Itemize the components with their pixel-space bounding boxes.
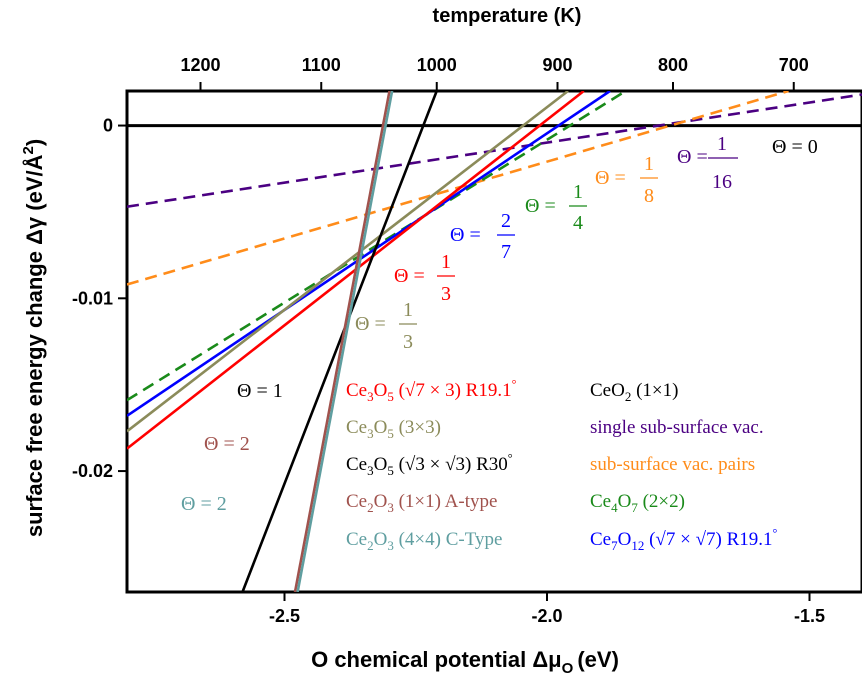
top-axis-title: temperature (K)	[433, 5, 582, 27]
series-layer	[127, 91, 862, 592]
annotation-theta-0: Θ = 0	[772, 136, 818, 158]
annotation-theta-1-16: Θ =	[677, 146, 708, 168]
annotation-theta-1-4-num: 1	[573, 181, 583, 203]
top-tick-label: 1100	[302, 55, 341, 75]
top-tick-label: 800	[658, 55, 688, 75]
annotation-theta-2-7-num: 2	[501, 210, 511, 232]
series-line-ce7o12	[127, 91, 611, 417]
x-axis-title-sub: O	[562, 660, 574, 677]
legend-ce7o12: Ce7O12 (√7 × √7) R19.1°	[590, 526, 778, 553]
y-axis-title-main: surface free energy change Δγ (eV/Å	[21, 154, 47, 537]
series-line-pairs	[127, 91, 789, 286]
annotation-theta-1-3-red: Θ =	[394, 265, 425, 287]
annotation-theta-2-teal: Θ = 2	[181, 493, 227, 515]
x-axis-title-main: O chemical potential Δμ	[311, 647, 562, 672]
annotation-theta-2-7: Θ =	[450, 224, 481, 246]
y-tick-label: -0.02	[72, 461, 113, 481]
annotation-theta-1: Θ = 1	[237, 380, 283, 402]
annotation-theta-1-16-num: 1	[717, 133, 727, 155]
x-axis-title: O chemical potential ΔμO (eV)	[311, 647, 619, 677]
annotation-theta-1-8: Θ =	[595, 167, 626, 189]
x-tick-label: -1.5	[794, 606, 825, 626]
legend-ce3o5-r30: Ce3O5 (√3 × √3) R30°	[346, 451, 513, 478]
annotation-theta-1-4: Θ =	[525, 195, 556, 217]
series-line-single	[127, 93, 862, 208]
y-tick-label: 0	[103, 116, 113, 136]
y-axis-title-end: )	[22, 139, 47, 146]
top-tick-label: 900	[542, 55, 572, 75]
series-line-ce2o3_a	[293, 91, 391, 592]
top-tick-label: 1200	[180, 55, 220, 75]
series-line-ce3o5_r30	[241, 91, 438, 592]
legend-ce3o5-3x3: Ce3O5 (3×3)	[346, 417, 441, 441]
y-tick-label: -0.01	[72, 288, 113, 308]
legend-ce2o3-c: Ce2O3 (4×4) C-Type	[346, 529, 502, 553]
annotation-theta-1-8-num: 1	[644, 153, 654, 175]
y-axis-title-sup: 2	[20, 146, 37, 154]
annotations: Θ = 0 Θ = 1 16 Θ = 1 8 Θ = 1 4 Θ = 2 7 Θ…	[181, 133, 818, 515]
annotation-theta-1-3-red-num: 1	[441, 251, 451, 273]
x-axis-title-unit: (eV)	[577, 647, 619, 672]
x-tick-label: -2.0	[531, 606, 562, 626]
tick-layer: -2.5 -2.0 -1.5 0 -0.01 -0.02 1200 1100 1000 900 80…	[72, 55, 825, 626]
legend-ce2o3-a: Ce2O3 (1×1) A-type	[346, 491, 497, 515]
annotation-theta-1-3-olive: Θ =	[355, 313, 386, 335]
annotation-theta-1-3-red-den: 3	[441, 283, 451, 305]
top-tick-label: 700	[779, 55, 809, 75]
annotation-theta-1-4-den: 4	[573, 212, 583, 234]
legend-ceo2: CeO2 (1×1)	[590, 380, 678, 404]
annotation-theta-1-3-olive-den: 3	[403, 331, 413, 353]
annotation-theta-1-8-den: 8	[644, 185, 654, 207]
series-line-ce3o5_3x3	[127, 91, 569, 433]
x-tick-label: -2.5	[269, 606, 300, 626]
legend: Ce3O5 (√7 × 3) R19.1° CeO2 (1×1) Ce3O5 (…	[346, 377, 778, 553]
series-line-ce2o3_c	[296, 91, 394, 592]
y-axis-title: surface free energy change Δγ (eV/Å2)	[20, 139, 47, 537]
annotation-theta-2-7-den: 7	[501, 241, 511, 263]
legend-single: single sub-surface vac.	[590, 417, 764, 438]
annotation-theta-1-16-den: 16	[712, 171, 732, 193]
legend-pairs: sub-surface vac. pairs	[590, 454, 755, 475]
top-tick-label: 1000	[417, 55, 457, 75]
annotation-theta-1-3-olive-num: 1	[403, 299, 413, 321]
legend-ce3o5-r19: Ce3O5 (√7 × 3) R19.1°	[346, 377, 517, 404]
legend-ce4o7: Ce4O7 (2×2)	[590, 491, 685, 515]
annotation-theta-2-brown: Θ = 2	[204, 433, 250, 455]
plot-frame	[125, 89, 862, 594]
